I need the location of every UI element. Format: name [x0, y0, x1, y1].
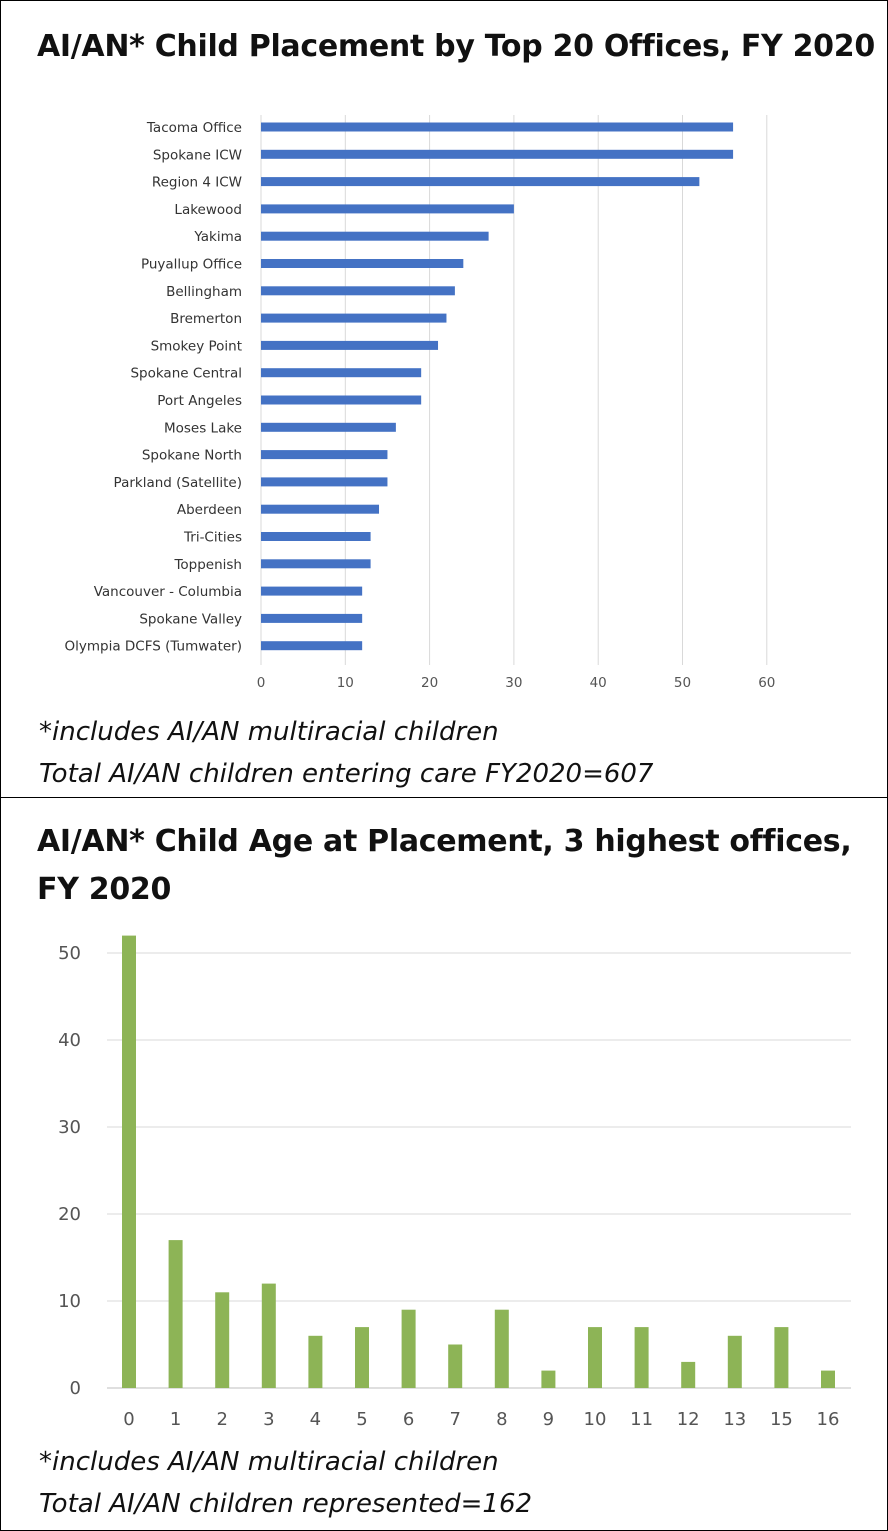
bottom-x-tick-label: 2: [216, 1409, 227, 1430]
bottom-y-tick-label: 40: [58, 1030, 81, 1051]
top-x-tick-label: 30: [505, 675, 522, 691]
bottom-bar-13: [727, 1335, 742, 1388]
bottom-x-tick-label: 4: [310, 1409, 321, 1430]
bottom-chart-panel: AI/AN* Child Age at Placement, 3 highest…: [0, 797, 888, 1531]
top-category-label: Port Angeles: [157, 393, 242, 409]
bottom-y-tick-label: 50: [58, 943, 81, 964]
top-bar-13: [261, 477, 388, 487]
top-category-label: Toppenish: [173, 557, 242, 573]
top-x-tick-label: 10: [337, 675, 354, 691]
top-category-label: Spokane Valley: [139, 611, 242, 627]
top-bar-4: [261, 231, 489, 241]
top-note-multiracial: *includes AI/AN multiracial children: [39, 717, 499, 747]
top-note-total: Total AI/AN children entering care FY202…: [39, 759, 654, 789]
top-bar-5: [261, 259, 464, 268]
bottom-x-tick-label: 1: [170, 1409, 181, 1430]
bottom-x-tick-label: 13: [723, 1409, 746, 1430]
top-bar-18: [261, 613, 363, 623]
top-category-label: Olympia DCFS (Tumwater): [64, 639, 242, 655]
bottom-x-tick-label: 10: [584, 1409, 607, 1430]
top-bar-10: [261, 395, 422, 405]
top-bar-17: [261, 586, 363, 596]
top-category-label: Lakewood: [174, 202, 242, 218]
top-x-tick-label: 20: [421, 675, 438, 691]
bottom-bar-11: [634, 1327, 649, 1388]
top-bar-2: [261, 177, 700, 187]
top-category-label: Puyallup Office: [141, 257, 242, 273]
bottom-x-tick-label: 8: [496, 1409, 507, 1430]
bottom-y-tick-label: 20: [58, 1204, 81, 1225]
top-bar-19: [261, 641, 363, 651]
top-bar-9: [261, 368, 422, 378]
top-category-label: Smokey Point: [151, 338, 242, 354]
top-chart-title: AI/AN* Child Placement by Top 20 Offices…: [37, 29, 875, 64]
bottom-bar-6: [401, 1309, 416, 1388]
bottom-y-tick-label: 30: [58, 1117, 81, 1138]
top-bar-3: [261, 204, 514, 214]
bottom-bar-0: [122, 935, 136, 1388]
bottom-bar-1: [168, 1240, 183, 1388]
top-category-label: Spokane ICW: [153, 147, 242, 163]
top-category-label: Aberdeen: [177, 502, 242, 518]
bottom-bar-15: [774, 1327, 789, 1388]
bottom-bar-10: [588, 1327, 602, 1388]
top-bar-chart: 0 10 20 30 40 50 60 Tacoma Office Spokane ICW Reg…: [64, 115, 775, 691]
bottom-x-tick-label: 7: [449, 1409, 460, 1430]
bottom-bar-12: [681, 1361, 696, 1388]
top-x-tick-label: 0: [257, 675, 266, 691]
bottom-x-tick-label: 16: [817, 1409, 840, 1430]
top-category-label: Spokane Central: [130, 366, 242, 382]
top-category-label: Vancouver - Columbia: [94, 584, 242, 600]
top-bar-12: [261, 450, 388, 460]
top-category-label: Tri-Cities: [183, 530, 242, 546]
top-x-tick-label: 40: [590, 675, 607, 691]
top-category-label: Parkland (Satellite): [114, 475, 242, 491]
bottom-bar-3: [261, 1283, 276, 1388]
bottom-x-tick-label: 15: [770, 1409, 793, 1430]
top-bar-6: [261, 286, 455, 296]
top-bar-15: [261, 532, 371, 541]
top-x-tick-label: 50: [674, 675, 691, 691]
bottom-y-tick-label: 10: [58, 1291, 81, 1312]
top-bar-1: [261, 149, 734, 159]
bottom-chart-title: AI/AN* Child Age at Placement, 3 highest…: [37, 824, 852, 907]
bottom-y-tick-label: 0: [70, 1378, 81, 1399]
top-bar-0: [261, 122, 734, 132]
top-bar-7: [261, 313, 447, 323]
bottom-bar-5: [355, 1327, 369, 1388]
bottom-bar-16: [821, 1370, 835, 1388]
bottom-note-total: Total AI/AN children represented=162: [39, 1489, 533, 1519]
bottom-bar-4: [308, 1335, 323, 1388]
bottom-bar-9: [541, 1370, 556, 1388]
bottom-x-tick-label: 12: [677, 1409, 700, 1430]
top-category-label: Bremerton: [170, 311, 242, 327]
bottom-x-tick-label: 5: [356, 1409, 367, 1430]
bottom-note-multiracial: *includes AI/AN multiracial children: [39, 1447, 499, 1477]
top-bar-16: [261, 559, 371, 569]
top-bar-14: [261, 504, 380, 514]
bottom-bar-2: [215, 1292, 230, 1388]
bottom-x-tick-label: 6: [403, 1409, 414, 1430]
top-x-tick-label: 60: [758, 675, 775, 691]
top-category-label: Region 4 ICW: [152, 175, 242, 191]
bottom-bar-7: [448, 1344, 463, 1388]
top-category-label: Moses Lake: [164, 420, 242, 436]
bottom-chart-notes: *includes AI/AN multiracial children Tot…: [39, 1441, 532, 1525]
top-category-label: Yakima: [193, 229, 242, 245]
top-category-label: Bellingham: [166, 284, 242, 300]
top-category-label: Tacoma Office: [146, 120, 242, 136]
bottom-x-tick-label: 9: [543, 1409, 554, 1430]
top-bar-11: [261, 422, 396, 432]
bottom-bar-8: [494, 1309, 509, 1388]
top-bar-8: [261, 340, 439, 350]
bottom-x-tick-label: 11: [630, 1409, 653, 1430]
top-chart-panel: AI/AN* Child Placement by Top 20 Offices…: [0, 0, 888, 797]
bottom-x-tick-label: 3: [263, 1409, 274, 1430]
top-chart-notes: *includes AI/AN multiracial children Tot…: [39, 711, 653, 795]
bottom-x-tick-label: 0: [123, 1409, 134, 1430]
top-category-label: Spokane North: [142, 448, 242, 464]
